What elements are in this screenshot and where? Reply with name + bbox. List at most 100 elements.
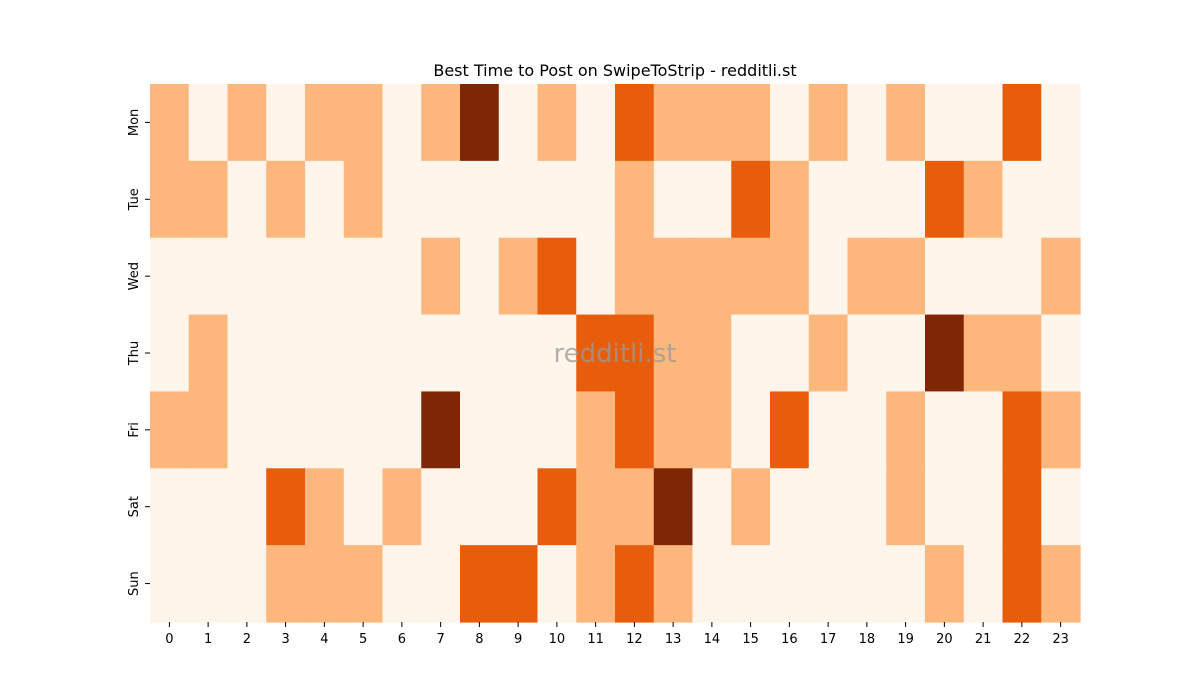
heatmap-cell <box>653 468 694 546</box>
heatmap-cell <box>150 391 190 469</box>
x-tick-label: 22 <box>1014 632 1031 647</box>
heatmap-cell <box>537 237 577 316</box>
x-tick-label: 0 <box>165 632 173 647</box>
heatmap-cell <box>615 314 655 393</box>
heatmap-cell <box>692 545 732 623</box>
heatmap-cell <box>421 84 461 162</box>
heatmap-cell <box>653 160 694 239</box>
heatmap-cell <box>731 314 771 393</box>
heatmap-cell <box>615 84 655 162</box>
heatmap-cell <box>576 391 616 469</box>
heatmap-cell <box>498 545 539 623</box>
heatmap-cell <box>266 468 306 546</box>
heatmap-cell <box>576 84 616 162</box>
heatmap-cell <box>925 237 965 316</box>
heatmap-cell <box>963 391 1004 469</box>
heatmap-cell <box>227 237 267 316</box>
heatmap-cell <box>808 545 849 623</box>
y-tick-label: Thu <box>127 341 142 366</box>
heatmap-cell <box>808 468 849 546</box>
heatmap-cell <box>227 391 267 469</box>
x-tick-label: 2 <box>243 632 251 647</box>
heatmap-cell <box>227 545 267 623</box>
heatmap-cell <box>343 545 384 623</box>
heatmap-cell <box>808 391 849 469</box>
heatmap-cell <box>266 545 306 623</box>
heatmap-cell <box>808 314 849 393</box>
heatmap-cell <box>1002 314 1042 393</box>
heatmap-cell <box>305 314 345 393</box>
heatmap-cell <box>692 468 732 546</box>
heatmap-cell <box>150 160 190 239</box>
heatmap-cell <box>343 314 384 393</box>
heatmap-cell <box>576 314 616 393</box>
y-tick-label: Wed <box>127 262 142 290</box>
heatmap-cell <box>421 314 461 393</box>
heatmap-cell <box>925 391 965 469</box>
x-tick-label: 18 <box>859 632 876 647</box>
heatmap-cell <box>305 391 345 469</box>
heatmap-cell <box>537 391 577 469</box>
x-tick-label: 16 <box>781 632 798 647</box>
heatmap-cell <box>615 237 655 316</box>
heatmap-cell <box>537 545 577 623</box>
heatmap-cell <box>653 237 694 316</box>
heatmap-cell <box>305 237 345 316</box>
heatmap-cell <box>847 545 887 623</box>
heatmap-cell <box>460 160 500 239</box>
heatmap-cell <box>770 314 810 393</box>
heatmap-cell <box>615 160 655 239</box>
heatmap-cell <box>498 237 539 316</box>
heatmap-cell <box>266 84 306 162</box>
y-tick-label: Sun <box>127 571 142 596</box>
heatmap-cell <box>847 237 887 316</box>
heatmap-cell <box>925 314 965 393</box>
heatmap-cell <box>227 160 267 239</box>
heatmap-cell <box>653 391 694 469</box>
heatmap-cell <box>460 314 500 393</box>
heatmap-cell <box>498 468 539 546</box>
x-tick-label: 13 <box>665 632 682 647</box>
watermark-text: redditli.st <box>554 339 677 369</box>
heatmap-cell <box>266 237 306 316</box>
heatmap-cell <box>150 468 190 546</box>
heatmap-cell <box>305 84 345 162</box>
heatmap-cell <box>731 468 771 546</box>
y-tick-label: Tue <box>127 188 142 211</box>
x-tick-label: 9 <box>514 632 522 647</box>
heatmap-cell <box>382 391 422 469</box>
heatmap-cell <box>615 545 655 623</box>
heatmap-cell <box>266 314 306 393</box>
heatmap-cell <box>963 314 1004 393</box>
heatmap-cell <box>498 391 539 469</box>
heatmap-cell <box>421 237 461 316</box>
heatmap-cell <box>692 84 732 162</box>
heatmap-cell <box>886 160 926 239</box>
heatmap-cell <box>460 391 500 469</box>
x-tick-label: 5 <box>359 632 367 647</box>
heatmap-cell <box>1002 84 1042 162</box>
heatmap-cell <box>770 468 810 546</box>
heatmap-cell <box>1002 391 1042 469</box>
heatmap-cell <box>227 468 267 546</box>
heatmap-cell <box>886 545 926 623</box>
heatmap-cell <box>421 468 461 546</box>
heatmap-cell <box>615 468 655 546</box>
heatmap-cell <box>770 237 810 316</box>
x-tick-label: 17 <box>820 632 837 647</box>
heatmap-cell <box>1002 468 1042 546</box>
heatmap-cell <box>1041 468 1081 546</box>
heatmap-cell <box>382 314 422 393</box>
y-tick-label: Sat <box>127 496 142 517</box>
heatmap-cell <box>886 391 926 469</box>
heatmap-cell <box>770 391 810 469</box>
heatmap-cell <box>731 84 771 162</box>
heatmap-cell <box>1041 314 1081 393</box>
heatmap-cell <box>576 545 616 623</box>
heatmap-cell <box>537 84 577 162</box>
heatmap-cell <box>692 314 732 393</box>
heatmap-cell <box>421 160 461 239</box>
x-axis-ticks: 0 1 2 3 4 5 6 7 8 9 10 11 12 13 14 15 16 17 18 19 20 21 22 23 <box>165 622 1069 647</box>
heatmap-cell <box>925 160 965 239</box>
